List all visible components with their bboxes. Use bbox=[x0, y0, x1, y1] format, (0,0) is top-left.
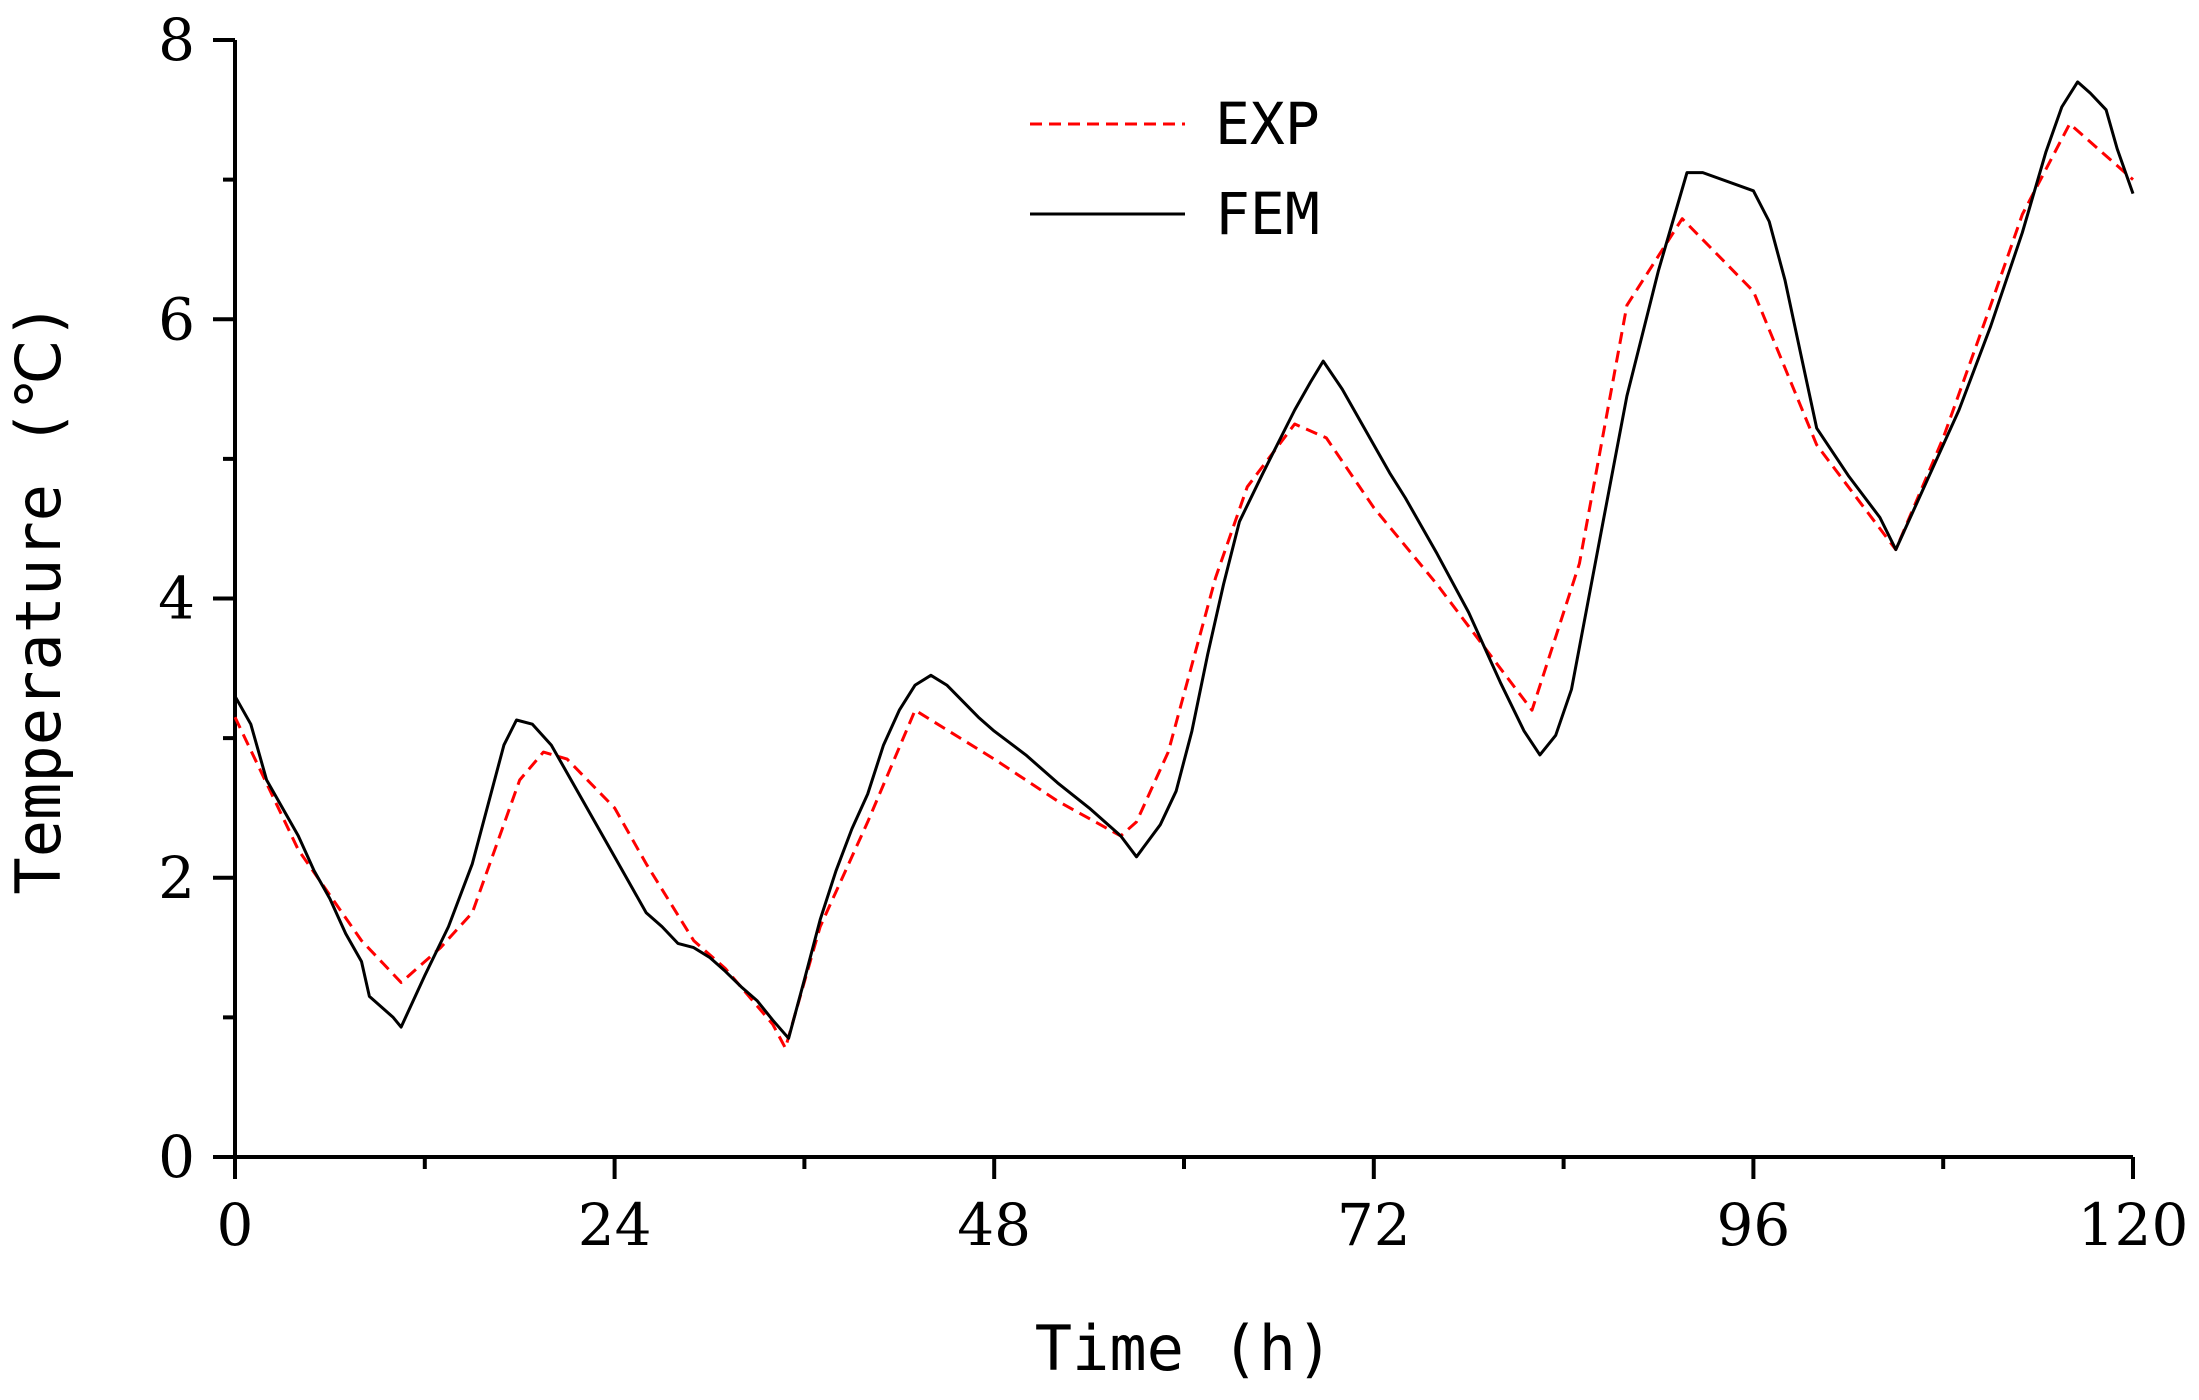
series-line-exp bbox=[233, 122, 2134, 1050]
y-tick-label: 0 bbox=[158, 1123, 195, 1191]
y-tick-label: 4 bbox=[158, 565, 195, 633]
legend-label-fem: FEM bbox=[1215, 180, 1320, 248]
legend: EXP FEM bbox=[1030, 90, 1320, 248]
x-tick-label: 0 bbox=[217, 1191, 254, 1259]
x-tick-label: 72 bbox=[1337, 1191, 1411, 1259]
y-tick-label: 8 bbox=[158, 6, 195, 74]
y-tick-label: 2 bbox=[158, 844, 195, 912]
y-tick-label: 6 bbox=[158, 285, 195, 353]
series-line-fem bbox=[233, 80, 2135, 1040]
x-tick-label: 120 bbox=[2078, 1191, 2189, 1259]
labels-group: Time (h) Temperature (℃) bbox=[2, 302, 1333, 1385]
x-tick-label: 96 bbox=[1716, 1191, 1790, 1259]
x-tick-label: 48 bbox=[957, 1191, 1031, 1259]
x-tick-label: 24 bbox=[578, 1191, 652, 1259]
x-axis-title: Time (h) bbox=[1035, 1312, 1334, 1385]
series-group bbox=[233, 80, 2135, 1050]
y-axis-title: Temperature (℃) bbox=[2, 302, 75, 894]
legend-label-exp: EXP bbox=[1215, 90, 1320, 158]
